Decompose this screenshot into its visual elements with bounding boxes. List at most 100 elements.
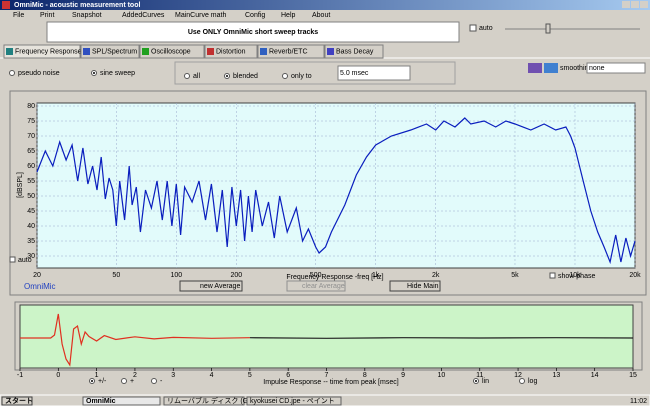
- y-tick-label: 75: [27, 118, 35, 125]
- x-tick-label: 5: [248, 372, 252, 379]
- tab-icon: [83, 48, 90, 55]
- start-label: スタート: [5, 396, 33, 405]
- button[interactable]: [286, 280, 346, 292]
- radio[interactable]: [519, 378, 525, 384]
- y-tick-label: 40: [27, 223, 35, 230]
- tab-label: Distortion: [216, 48, 246, 55]
- checkbox[interactable]: [549, 272, 556, 279]
- tab[interactable]: [139, 44, 205, 59]
- x-tick-label: 5k: [511, 272, 519, 279]
- menu-item[interactable]: File: [13, 12, 24, 19]
- radio-dot: [226, 75, 228, 77]
- tab[interactable]: [3, 44, 81, 59]
- show-phase: show phase: [558, 273, 595, 280]
- x-tick-label: 14: [591, 372, 599, 379]
- x-tick-label: 6: [286, 372, 290, 379]
- menu-item[interactable]: AddedCurves: [122, 12, 165, 19]
- data-line: [20, 313, 250, 367]
- tab[interactable]: [204, 44, 258, 59]
- tab[interactable]: [80, 44, 140, 59]
- checkbox[interactable]: [9, 256, 16, 263]
- x-tick-label: -1: [17, 372, 23, 379]
- radio[interactable]: [151, 378, 157, 384]
- icon[interactable]: [528, 63, 542, 73]
- data-line: [36, 117, 636, 265]
- x-tick-label: 7: [325, 372, 329, 379]
- tab-label: Oscilloscope: [151, 48, 191, 55]
- radio-label: blended: [233, 73, 258, 80]
- x-axis-label: Impulse Response -- time from peak [msec…: [263, 379, 398, 386]
- banner: Use ONLY OmniMic short sweep tracks: [188, 29, 318, 36]
- button[interactable]: [179, 280, 243, 292]
- radio-label: all: [193, 73, 200, 80]
- auto-label: auto: [479, 25, 493, 32]
- slider-thumb[interactable]: [545, 23, 551, 34]
- x-tick-label: 2: [133, 372, 137, 379]
- task-button[interactable]: [246, 396, 342, 406]
- y-tick-label: 65: [27, 148, 35, 155]
- clock: 11:02: [630, 398, 647, 405]
- x-tick-label: 11: [476, 372, 483, 379]
- menu-item[interactable]: Snapshot: [72, 12, 102, 19]
- input-box[interactable]: [337, 65, 411, 81]
- tab-icon: [327, 48, 334, 55]
- smoothing-value: none: [589, 65, 605, 72]
- task-button[interactable]: [82, 396, 161, 406]
- task-button[interactable]: [163, 396, 245, 406]
- banner-box: [46, 21, 460, 43]
- only-to-value: 5.0 msec: [340, 70, 369, 77]
- y-tick-label: 50: [27, 193, 35, 200]
- window-title: OmniMic - acoustic measurement tool: [14, 2, 140, 9]
- tab-label: Bass Decay: [336, 48, 374, 55]
- y-tick-label: 30: [27, 253, 35, 260]
- task-label: リムーバブル ディスク (G:): [167, 396, 252, 405]
- task-label: kyokusei CD.jpe - ペイント: [250, 397, 335, 405]
- menu-item[interactable]: Help: [281, 12, 296, 19]
- x-axis-label: Frequency Response -freq [Hz]: [286, 274, 383, 281]
- x-tick-label: 1k: [372, 272, 380, 279]
- window-buttons[interactable]: [622, 1, 648, 8]
- button[interactable]: [389, 280, 441, 292]
- x-tick-label: 9: [401, 372, 405, 379]
- x-tick-label: 200: [230, 272, 242, 279]
- frequency-plot: [36, 102, 636, 269]
- y-tick-label: 45: [27, 208, 35, 215]
- x-tick-label: 10k: [569, 272, 581, 279]
- radio-label: pseudo noise: [18, 70, 60, 77]
- menu-item[interactable]: About: [312, 12, 330, 19]
- radio-label: -: [160, 378, 163, 385]
- menu-item[interactable]: Print: [40, 12, 54, 19]
- start-button[interactable]: [1, 396, 33, 406]
- tab-label: Frequency Response: [15, 48, 82, 55]
- y-tick-label: 60: [27, 163, 35, 170]
- radio-label: only to: [291, 73, 312, 80]
- radio-label: log: [528, 378, 537, 385]
- radio-label: lin: [482, 378, 489, 385]
- radio-dot: [91, 380, 93, 382]
- tab[interactable]: [257, 44, 325, 59]
- radio[interactable]: [184, 73, 190, 79]
- x-tick-label: 15: [629, 372, 637, 379]
- radio-dot: [475, 380, 477, 382]
- radio[interactable]: [282, 73, 288, 79]
- y-tick-label: 80: [27, 103, 35, 110]
- smoothing-select[interactable]: [586, 62, 646, 74]
- radio[interactable]: [121, 378, 127, 384]
- radio[interactable]: [9, 70, 15, 76]
- menu-item[interactable]: MainCurve math: [175, 12, 226, 19]
- radio-dot: [93, 72, 95, 74]
- tab-icon: [6, 48, 13, 55]
- radio-label: sine sweep: [100, 70, 135, 77]
- tab-icon: [260, 48, 267, 55]
- tab[interactable]: [324, 44, 384, 59]
- tab-icon: [207, 48, 214, 55]
- x-tick-label: 12: [514, 372, 522, 379]
- menu-item[interactable]: Config: [245, 12, 265, 19]
- x-tick-label: 1: [95, 372, 99, 379]
- x-tick-label: 500: [310, 272, 322, 279]
- icon[interactable]: [544, 63, 558, 73]
- y-axis-label: [dBSPL]: [17, 172, 24, 198]
- app-icon: [2, 1, 10, 9]
- checkbox[interactable]: [469, 24, 477, 32]
